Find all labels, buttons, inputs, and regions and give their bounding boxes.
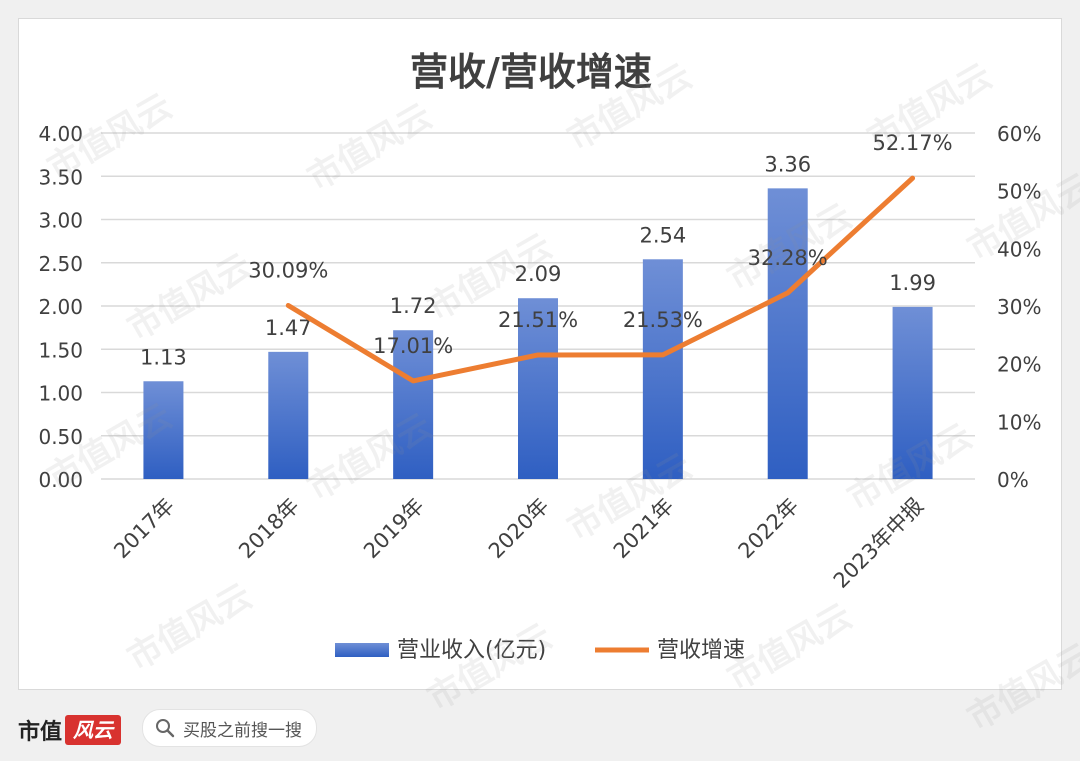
y-right-tick-label: 50% [997, 180, 1041, 204]
bar [518, 298, 558, 479]
brand-text: 市值 [18, 719, 63, 745]
x-tick-label: 2019年 [359, 494, 429, 564]
footer: 市值 风云 买股之前搜一搜 [18, 706, 618, 750]
bar [393, 330, 434, 479]
line-data-label: 21.53% [623, 308, 703, 332]
bar [642, 259, 683, 479]
legend: 营业收入(亿元) 营收增速 [335, 638, 745, 663]
bar-data-label: 1.72 [390, 294, 437, 318]
y-right-tick-label: 10% [997, 410, 1041, 434]
search-text: 买股之前搜一搜 [183, 720, 302, 741]
search-icon [156, 719, 175, 738]
line-data-label: 21.51% [498, 308, 578, 332]
brand-logo: 市值 风云 [18, 714, 122, 746]
chart: 营收/营收增速 0.00 0.50 1.00 1.50 2.00 2.50 3.00 3.50… [38, 50, 1041, 663]
chart-title: 营收/营收增速 [410, 50, 652, 94]
y-left-tick-label: 0.00 [38, 468, 83, 492]
x-tick-label: 2023年中报 [829, 494, 928, 593]
bar [143, 381, 184, 479]
y-left-tick-label: 2.50 [38, 252, 83, 276]
y-right-tick-label: 40% [997, 237, 1041, 261]
brand-mark: 风云 [65, 715, 122, 745]
x-tick-label: 2018年 [234, 494, 304, 564]
y-left-tick-label: 3.00 [38, 209, 83, 233]
x-tick-label: 2022年 [734, 494, 804, 564]
y-left-tick-label: 1.00 [38, 382, 83, 406]
x-tick-label: 2020年 [484, 494, 554, 564]
y-left-tick-label: 1.50 [38, 338, 83, 362]
y-right-tick-label: 0% [997, 468, 1029, 492]
bar [767, 188, 808, 480]
bar-data-label: 2.54 [639, 223, 686, 247]
line-data-label: 30.09% [248, 258, 328, 282]
x-tick-label: 2017年 [109, 494, 179, 564]
legend-label-growth: 营收增速 [657, 638, 745, 663]
bar [892, 306, 933, 479]
legend-label-revenue: 营业收入(亿元) [397, 638, 546, 663]
bar-data-label: 1.99 [889, 271, 936, 295]
chart-card: 营收/营收增速 0.00 0.50 1.00 1.50 2.00 2.50 3.00 3.50… [18, 18, 1062, 690]
bar-data-label: 1.13 [140, 345, 187, 369]
x-tick-label: 2021年 [609, 494, 679, 564]
y-right-tick-label: 60% [997, 122, 1041, 146]
y-right-tick-label: 30% [997, 295, 1041, 319]
bar-data-label: 2.09 [515, 262, 562, 286]
y-left-tick-label: 3.50 [38, 165, 83, 189]
bar-data-label: 1.47 [265, 316, 312, 340]
growth-line [285, 175, 916, 384]
bar-data-label: 3.36 [764, 152, 811, 176]
y-left-tick-label: 4.00 [38, 122, 83, 146]
bar [268, 351, 309, 479]
legend-swatch-revenue [335, 643, 389, 657]
y-left-tick-label: 0.50 [38, 425, 83, 449]
y-left-tick-label: 2.00 [38, 295, 83, 319]
y-right-tick-label: 20% [997, 353, 1041, 377]
line-data-label: 17.01% [373, 334, 453, 358]
search-button[interactable]: 买股之前搜一搜 [142, 709, 317, 747]
line-data-label: 52.17% [873, 131, 953, 155]
line-data-label: 32.28% [748, 246, 828, 270]
